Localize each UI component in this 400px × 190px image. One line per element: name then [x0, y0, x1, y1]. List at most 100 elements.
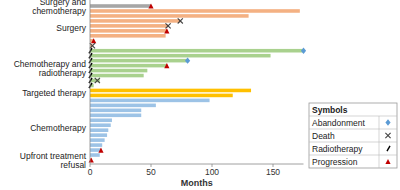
legend-title: Symbols [312, 105, 348, 115]
legend-row-line [309, 129, 397, 130]
bar [90, 54, 271, 58]
marker-x [178, 18, 183, 23]
legend-entry: Death [312, 131, 335, 141]
bar [90, 19, 180, 23]
category-label: Chemotherapy [30, 123, 87, 133]
triangle [385, 159, 390, 164]
marker-diamond [301, 48, 306, 54]
slash-stroke [89, 48, 92, 53]
bar [90, 133, 107, 137]
bar [90, 4, 151, 8]
x-tick-label: 50 [146, 167, 156, 177]
bar [90, 69, 147, 73]
label-line: radiotherapy [39, 68, 87, 78]
bar [90, 94, 233, 98]
slash-stroke [387, 146, 390, 151]
category-label: Surgery [56, 23, 87, 33]
marker-triangle [164, 28, 169, 33]
bar [90, 118, 112, 122]
x-tick-label: 150 [266, 167, 280, 177]
x-stroke [385, 133, 390, 138]
label-line: chemotherapy [32, 6, 87, 16]
x-tick-label: 0 [88, 167, 93, 177]
marker-x [385, 133, 390, 138]
x-axis-label: Months [181, 178, 213, 188]
x-stroke [165, 23, 170, 28]
bar [90, 89, 251, 93]
bar [90, 84, 94, 88]
diamond [185, 57, 190, 63]
slash-stroke [89, 83, 92, 88]
marker-triangle [385, 159, 390, 164]
marker-triangle [98, 147, 103, 152]
category-label: Chemotherapy andradiotherapy [14, 59, 87, 78]
legend: Symbols Abandonment Death Radiotherapy Progr… [309, 103, 397, 168]
bar [90, 79, 100, 83]
marker-x [165, 23, 170, 28]
marker-slash [89, 68, 92, 73]
marker-x [90, 43, 95, 48]
bar [90, 143, 102, 147]
legend-box [309, 103, 397, 168]
marker-x [95, 78, 100, 83]
triangle [164, 28, 169, 33]
marker-triangle [91, 38, 96, 43]
marker-triangle [89, 157, 94, 162]
x-stroke [90, 43, 95, 48]
marker-slash [89, 63, 92, 68]
bar [90, 49, 304, 53]
marker-slash [89, 58, 92, 63]
slash-stroke [89, 63, 92, 68]
marker-slash [89, 78, 92, 83]
x-stroke [95, 78, 100, 83]
bar [90, 104, 156, 108]
category-label: Targeted therapy [22, 88, 87, 98]
bar [90, 34, 166, 38]
triangle [164, 63, 169, 68]
triangle [98, 147, 103, 152]
marker-triangle [164, 63, 169, 68]
bar [90, 109, 141, 113]
x-stroke [178, 18, 183, 23]
x-stroke [165, 23, 170, 28]
triangle [89, 157, 94, 162]
x-stroke [385, 133, 390, 138]
bar [90, 29, 167, 33]
legend-row-line [309, 142, 397, 143]
slash-stroke [89, 68, 92, 73]
category-labels: Surgery andchemotherapy Surgery Chemothera… [14, 0, 87, 170]
triangle [91, 38, 96, 43]
bar [90, 64, 167, 68]
slash-stroke [89, 73, 92, 78]
marker-diamond [385, 119, 390, 125]
bar [90, 123, 111, 127]
legend-entry: Radiotherapy [312, 144, 363, 154]
marker-triangle [148, 3, 153, 8]
legend-entry: Progression [312, 157, 358, 167]
legend-row-line [309, 116, 397, 117]
marker-slash [89, 73, 92, 78]
bar [90, 138, 105, 142]
category-label: Upfront treatmentrefusal [20, 151, 87, 170]
legend-entry: Abandonment [312, 118, 366, 128]
x-stroke [95, 78, 100, 83]
bar [90, 74, 144, 78]
category-label: Surgery andchemotherapy [32, 0, 87, 16]
slash-stroke [89, 58, 92, 63]
bar [90, 59, 188, 63]
label-line: refusal [60, 160, 86, 170]
bar [90, 9, 300, 13]
plot-area [89, 3, 306, 162]
chart: Surgery andchemotherapy Surgery Chemothera… [0, 0, 400, 190]
x-tick-label: 100 [205, 167, 219, 177]
marker-slash [387, 146, 390, 151]
y-axis [90, 0, 91, 164]
marker-slash [89, 53, 92, 58]
marker-slash [89, 48, 92, 53]
diamond [301, 48, 306, 54]
slash-stroke [89, 78, 92, 83]
legend-row-line [309, 155, 397, 156]
x-stroke [90, 43, 95, 48]
x-axis [90, 164, 304, 165]
bar [90, 128, 108, 132]
